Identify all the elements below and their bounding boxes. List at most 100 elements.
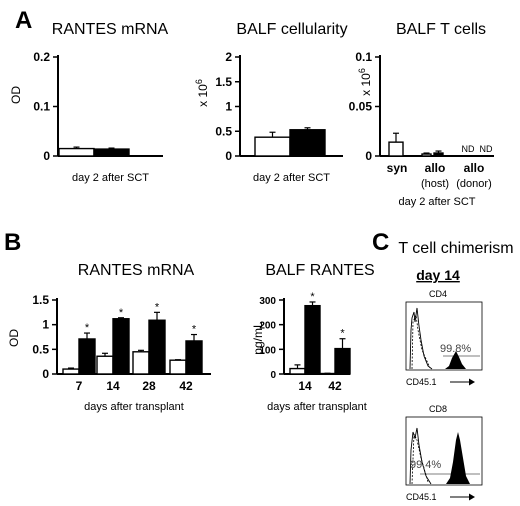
bar [388, 141, 404, 157]
y-axis-label-exponent: 6 [194, 79, 204, 84]
y-tick-label: 0.5 [215, 124, 232, 138]
y-tick-label: 1 [42, 318, 49, 332]
x-tick-label: 28 [142, 379, 156, 393]
nd-annotation: ND [462, 144, 475, 154]
y-axis-label: OD [7, 329, 21, 347]
histogram-donor-peak [445, 351, 466, 369]
y-tick-label: 1.5 [32, 293, 49, 307]
y-axis-label-text: x 10 [196, 84, 210, 107]
significance-marker: * [192, 324, 197, 336]
y-tick-label: 1.5 [215, 75, 232, 89]
y-axis-label-exponent: 6 [357, 68, 367, 73]
chart-title: RANTES mRNA [52, 21, 169, 38]
panel-label-b: B [4, 229, 21, 256]
y-tick-label: 0 [365, 149, 372, 163]
bar [421, 153, 432, 157]
chimerism-panel: T cell chimerism day 14 CD4 99.8% CD45.1… [398, 240, 513, 502]
x-tick-label: 14 [298, 379, 312, 393]
significance-marker: * [85, 322, 90, 334]
bar [334, 347, 351, 375]
histogram-host-curve [409, 307, 433, 370]
y-axis-label-text: OD [7, 329, 21, 347]
panel-label-a: A [15, 7, 32, 34]
histogram-marker: CD4 [429, 289, 447, 299]
bar [304, 304, 321, 375]
x-tick-label: 42 [328, 379, 342, 393]
histogram-cd4: CD4 99.8% CD45.1 [405, 289, 483, 387]
histogram-axis-label: CD45.1 [406, 492, 437, 502]
x-tick-label: allo [464, 161, 485, 175]
histogram-frame [405, 301, 483, 371]
y-axis-label: OD [9, 86, 23, 104]
bar [112, 318, 130, 375]
y-tick-label: 100 [259, 345, 276, 356]
bar [132, 351, 150, 375]
bar [254, 136, 291, 157]
histogram-frame [405, 416, 483, 486]
significance-marker: * [155, 301, 160, 313]
chart-balf-rantes: BALF RANTES 0 100 200 300 pg/mL * 14 * 42 days aft… [251, 262, 375, 413]
significance-marker: * [310, 291, 315, 303]
chart-title: BALF cellularity [236, 21, 347, 38]
bar [93, 148, 130, 157]
bar [148, 319, 166, 375]
y-tick-label: 0.2 [33, 50, 50, 64]
histogram-percent: 99.4% [410, 459, 441, 471]
chart-balf-t-cells: BALF T cells 0 0.05 0.1 x 106 ND ND syn allo (hos… [349, 21, 494, 208]
significance-marker: * [340, 328, 345, 340]
chart-rantes-mrna-day2: RANTES mRNA 0 0.1 0.2 OD day 2 after SCT [9, 21, 169, 184]
x-tick-label: 42 [179, 379, 193, 393]
y-axis-label: x 106 [194, 79, 210, 107]
x-tick-label: 14 [106, 379, 120, 393]
y-tick-label: 0.5 [32, 342, 49, 356]
chart-rantes-mrna-time: RANTES mRNA 0 0.5 1 1.5 OD * 7 * 14 * 28 * 42 days aft… [7, 262, 211, 413]
bar [96, 355, 114, 375]
chart-title: BALF T cells [396, 21, 486, 38]
y-tick-label: 300 [259, 296, 276, 307]
y-tick-label: 0 [43, 149, 50, 163]
y-axis-label-text: pg/mL [251, 321, 265, 355]
histogram-percent: 99.8% [440, 343, 471, 355]
histogram-host-curve-dash [411, 433, 429, 485]
y-tick-label: 2 [225, 50, 232, 64]
panel-label-c: C [372, 229, 389, 256]
bar [169, 359, 187, 375]
y-axis-label-text: OD [9, 86, 23, 104]
y-tick-label: 0.1 [355, 50, 372, 64]
bar [58, 147, 95, 157]
y-tick-label: 0 [270, 370, 276, 381]
y-tick-label: 0 [42, 367, 49, 381]
x-axis-label: days after transplant [84, 401, 184, 413]
y-axis-label-text: x 10 [359, 73, 373, 96]
bar [185, 340, 203, 375]
chart-title: BALF RANTES [265, 262, 374, 279]
x-tick-label: syn [387, 161, 408, 175]
arrow-head-icon [469, 493, 475, 501]
chimerism-title: T cell chimerism [398, 240, 513, 257]
y-tick-label: 0.05 [349, 100, 373, 114]
y-axis-label: pg/mL [251, 321, 265, 355]
y-tick-label: 1 [225, 100, 232, 114]
bar [62, 368, 80, 375]
y-tick-label: 0.1 [33, 100, 50, 114]
bar [289, 367, 306, 375]
x-axis-label: day 2 after SCT [72, 172, 149, 184]
bar [289, 129, 326, 157]
x-axis-label: day 2 after SCT [253, 172, 330, 184]
histogram-cd8: CD8 99.4% CD45.1 [405, 404, 483, 502]
bar [78, 338, 96, 375]
bar [433, 152, 444, 157]
histogram-axis-label: CD45.1 [406, 377, 437, 387]
y-tick-label: 200 [259, 321, 276, 332]
y-axis-label: x 106 [357, 68, 373, 96]
histogram-marker: CD8 [429, 404, 447, 414]
arrow-head-icon [469, 378, 475, 386]
chimerism-day: day 14 [416, 267, 460, 283]
x-axis-label: days after transplant [267, 401, 367, 413]
histogram-donor-peak [446, 432, 470, 484]
nd-annotation: ND [480, 144, 493, 154]
x-axis-label: day 2 after SCT [398, 196, 475, 208]
x-tick-label: 7 [76, 379, 83, 393]
x-tick-sublabel: (host) [421, 178, 449, 190]
